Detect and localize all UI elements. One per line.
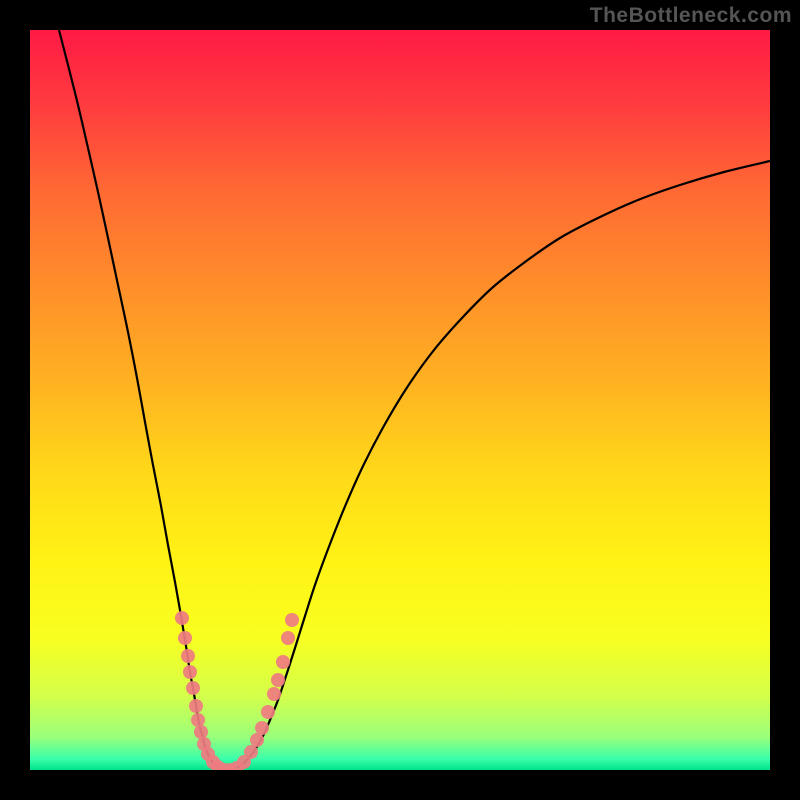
- marker-point: [281, 631, 295, 645]
- marker-point: [186, 681, 200, 695]
- left-curve: [59, 30, 226, 770]
- marker-point: [276, 655, 290, 669]
- marker-point: [261, 705, 275, 719]
- marker-point: [255, 721, 269, 735]
- marker-point: [271, 673, 285, 687]
- marker-point: [194, 725, 208, 739]
- marker-point: [191, 713, 205, 727]
- chart-frame: TheBottleneck.com: [0, 0, 800, 800]
- marker-point: [178, 631, 192, 645]
- marker-point: [250, 733, 264, 747]
- marker-point: [183, 665, 197, 679]
- marker-point: [244, 745, 258, 759]
- marker-point: [189, 699, 203, 713]
- plot-area: [30, 30, 770, 770]
- watermark-text: TheBottleneck.com: [590, 4, 792, 28]
- right-curve: [226, 161, 770, 770]
- marker-point: [175, 611, 189, 625]
- marker-point: [285, 613, 299, 627]
- marker-point: [267, 687, 281, 701]
- curve-layer: [30, 30, 770, 770]
- marker-point: [181, 649, 195, 663]
